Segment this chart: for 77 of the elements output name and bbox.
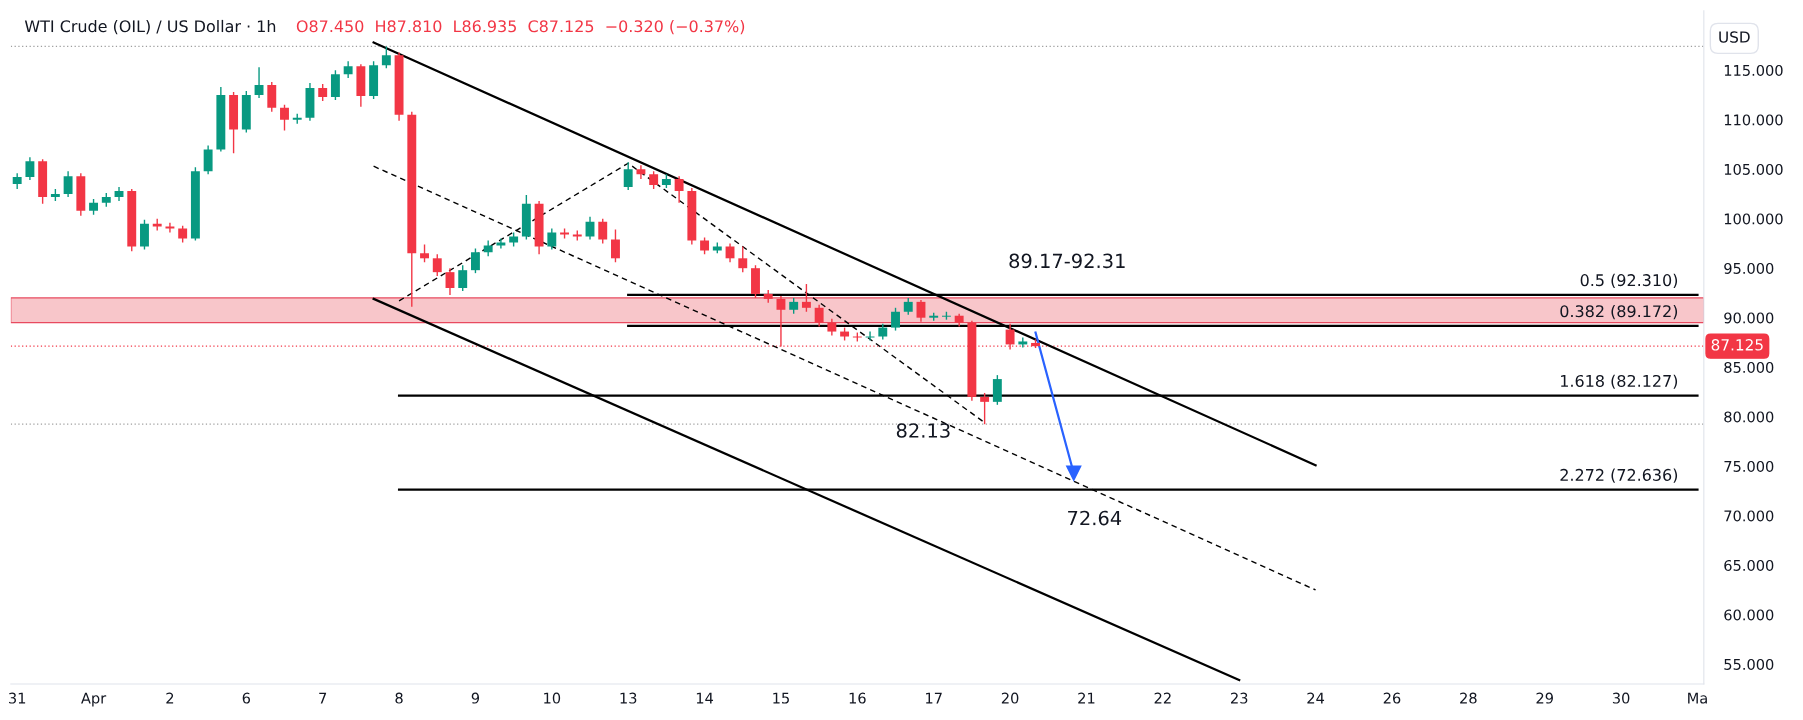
candlestick: [267, 81, 277, 113]
y-tick-label: 55.000: [1724, 658, 1774, 670]
y-tick-label: 100.000: [1724, 213, 1783, 225]
ref-line-label: 87.125: [1711, 339, 1763, 351]
x-tick-label: 10: [544, 692, 561, 704]
x-tick-label: 8: [395, 692, 403, 704]
candlestick: [992, 374, 1002, 406]
x-tick-label: 23: [1231, 692, 1248, 704]
x-tick-label: 7: [319, 692, 327, 704]
candlestick: [254, 66, 264, 99]
x-tick-label: 6: [242, 692, 251, 704]
candlestick: [458, 264, 468, 292]
candlestick: [330, 69, 340, 101]
y-tick-label: 65.000: [1724, 559, 1774, 571]
candlestick: [674, 175, 684, 204]
annotation: 2.272 (72.636): [1560, 468, 1678, 483]
y-tick-label: 110.000: [1724, 114, 1783, 126]
x-tick-label: 28: [1460, 692, 1477, 704]
x-tick-label: 26: [1383, 692, 1401, 704]
y-tick-label: 85.000: [1724, 361, 1774, 373]
y-tick-label: 70.000: [1724, 510, 1774, 522]
candlestick: [636, 164, 646, 180]
candlestick: [611, 228, 620, 263]
candlestick: [63, 170, 73, 198]
x-tick-label: Ma: [1688, 692, 1707, 704]
candlestick: [140, 218, 149, 251]
y-tick-label: 75.000: [1724, 460, 1774, 472]
candlestick: [585, 216, 595, 241]
x-tick-label: 2: [166, 692, 174, 704]
candlestick: [865, 330, 875, 342]
annotation: 0.5 (92.310): [1580, 273, 1678, 289]
candlestick: [432, 253, 442, 277]
candlestick: [381, 45, 391, 69]
x-tick-label: 14: [696, 692, 714, 704]
candlestick: [203, 144, 213, 175]
y-tick-label: 105.000: [1724, 163, 1783, 175]
x-tick-label: 16: [849, 692, 866, 704]
y-tick-label: 115.000: [1724, 64, 1783, 76]
candlestick: [814, 304, 824, 328]
candlestick: [25, 156, 35, 181]
candlestick: [445, 267, 455, 296]
candlestick: [280, 104, 289, 132]
x-tick-label: 21: [1078, 692, 1095, 704]
candlestick: [980, 392, 990, 425]
y-axis-title: USD: [1719, 31, 1750, 43]
candlestick: [598, 218, 608, 245]
annotation: 0.382 (89.172): [1560, 304, 1678, 320]
y-tick-label: 95.000: [1724, 262, 1774, 274]
x-tick-label: Apr: [81, 692, 107, 707]
x-tick-label: 24: [1307, 692, 1325, 704]
text: O87.450 H87.810 L86.935 C87.125 −0.320 (−0.37%): [296, 19, 745, 35]
candlestick: [801, 283, 811, 313]
y-tick-label: 80.000: [1724, 411, 1774, 423]
candlestick: [725, 242, 735, 263]
candlestick: [623, 161, 633, 191]
annotation: 72.64: [1068, 510, 1122, 526]
x-tick-label: 17: [926, 692, 942, 704]
annotation: 89.17-92.31: [1009, 253, 1125, 269]
x-tick-label: 20: [1001, 692, 1019, 704]
y-tick-label: 90.000: [1724, 312, 1774, 324]
x-tick-label: 9: [471, 692, 480, 704]
x-tick-label: 22: [1154, 692, 1171, 704]
candlestick: [470, 247, 480, 274]
x-tick-label: 13: [620, 692, 637, 704]
candlestick: [891, 307, 900, 332]
candlestick: [165, 221, 175, 234]
y-tick-label: 60.000: [1724, 609, 1774, 621]
candlestick: [738, 245, 748, 273]
annotation: 82.13: [896, 423, 950, 438]
annotation: 1.618 (82.127): [1561, 374, 1678, 389]
x-tick-label: 15: [773, 692, 789, 704]
x-tick-label: 30: [1612, 692, 1630, 704]
text: WTI Crude (OIL) / US Dollar · 1h: [24, 19, 276, 35]
x-tick-label: 29: [1536, 692, 1553, 704]
candlestick: [547, 227, 557, 251]
x-tick-label: 31: [9, 692, 26, 704]
candlestick: [916, 299, 926, 323]
